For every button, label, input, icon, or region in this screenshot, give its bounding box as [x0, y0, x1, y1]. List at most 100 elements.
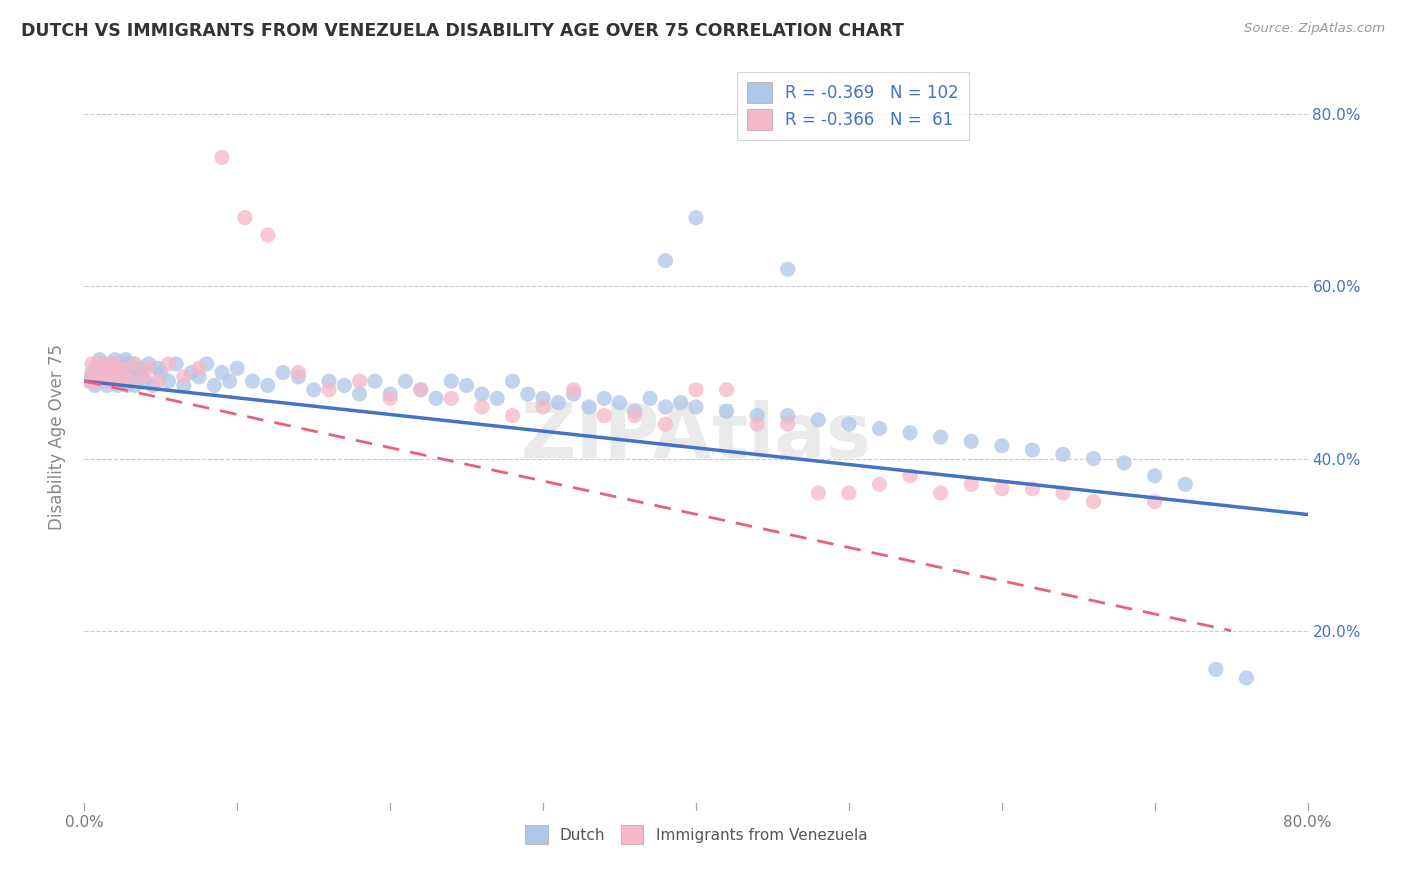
Point	[112, 366, 135, 380]
Point	[593, 392, 616, 406]
Y-axis label: Disability Age Over 75: Disability Age Over 75	[48, 344, 66, 530]
Point	[654, 400, 676, 414]
Point	[93, 369, 115, 384]
Point	[114, 352, 136, 367]
Point	[516, 387, 538, 401]
Point	[1083, 451, 1105, 466]
Point	[131, 369, 153, 384]
Point	[685, 383, 707, 397]
Point	[960, 477, 983, 491]
Point	[96, 374, 118, 388]
Point	[86, 361, 108, 376]
Point	[456, 378, 478, 392]
Point	[96, 361, 118, 376]
Point	[747, 409, 769, 423]
Point	[409, 383, 432, 397]
Point	[716, 383, 738, 397]
Point	[103, 374, 125, 388]
Point	[83, 369, 105, 384]
Point	[115, 357, 138, 371]
Point	[929, 486, 952, 500]
Point	[669, 395, 692, 409]
Point	[1114, 456, 1136, 470]
Point	[685, 400, 707, 414]
Point	[609, 395, 631, 409]
Point	[120, 374, 142, 388]
Point	[776, 262, 799, 277]
Point	[188, 369, 211, 384]
Point	[173, 378, 195, 392]
Point	[180, 366, 202, 380]
Point	[1052, 447, 1074, 461]
Point	[91, 374, 114, 388]
Point	[287, 369, 309, 384]
Point	[122, 357, 145, 371]
Point	[425, 392, 447, 406]
Point	[195, 357, 218, 371]
Point	[138, 357, 160, 371]
Point	[226, 361, 249, 376]
Point	[898, 425, 921, 440]
Point	[87, 369, 110, 384]
Point	[84, 374, 107, 388]
Point	[94, 361, 117, 376]
Point	[97, 366, 120, 380]
Point	[531, 392, 554, 406]
Point	[394, 374, 416, 388]
Point	[107, 361, 129, 376]
Point	[547, 395, 569, 409]
Point	[440, 374, 463, 388]
Point	[211, 150, 233, 164]
Point	[960, 434, 983, 449]
Point	[89, 369, 111, 384]
Point	[716, 404, 738, 418]
Point	[111, 374, 134, 388]
Point	[1205, 662, 1227, 676]
Point	[578, 400, 600, 414]
Text: DUTCH VS IMMIGRANTS FROM VENEZUELA DISABILITY AGE OVER 75 CORRELATION CHART: DUTCH VS IMMIGRANTS FROM VENEZUELA DISAB…	[21, 22, 904, 40]
Point	[83, 366, 105, 380]
Text: Source: ZipAtlas.com: Source: ZipAtlas.com	[1244, 22, 1385, 36]
Point	[1174, 477, 1197, 491]
Point	[349, 374, 371, 388]
Point	[1143, 468, 1166, 483]
Point	[94, 369, 117, 384]
Point	[128, 369, 150, 384]
Point	[97, 357, 120, 371]
Point	[108, 374, 131, 388]
Point	[380, 387, 402, 401]
Point	[869, 477, 891, 491]
Point	[471, 387, 494, 401]
Point	[1021, 442, 1043, 457]
Text: ZIPAtlas: ZIPAtlas	[520, 401, 872, 474]
Point	[101, 361, 124, 376]
Point	[929, 430, 952, 444]
Point	[127, 366, 149, 380]
Point	[90, 366, 112, 380]
Point	[1083, 494, 1105, 508]
Point	[104, 357, 127, 371]
Point	[101, 361, 124, 376]
Point	[747, 417, 769, 432]
Point	[165, 357, 187, 371]
Point	[142, 378, 165, 392]
Point	[869, 421, 891, 435]
Point	[776, 409, 799, 423]
Point	[211, 366, 233, 380]
Point	[242, 374, 264, 388]
Point	[90, 374, 112, 388]
Point	[218, 374, 240, 388]
Point	[87, 357, 110, 371]
Legend: Dutch, Immigrants from Venezuela: Dutch, Immigrants from Venezuela	[519, 819, 873, 850]
Point	[157, 357, 180, 371]
Point	[131, 361, 153, 376]
Point	[80, 366, 103, 380]
Point	[120, 369, 142, 384]
Point	[654, 417, 676, 432]
Point	[149, 366, 172, 380]
Point	[502, 409, 524, 423]
Point	[486, 392, 509, 406]
Point	[271, 366, 294, 380]
Point	[318, 383, 340, 397]
Point	[1052, 486, 1074, 500]
